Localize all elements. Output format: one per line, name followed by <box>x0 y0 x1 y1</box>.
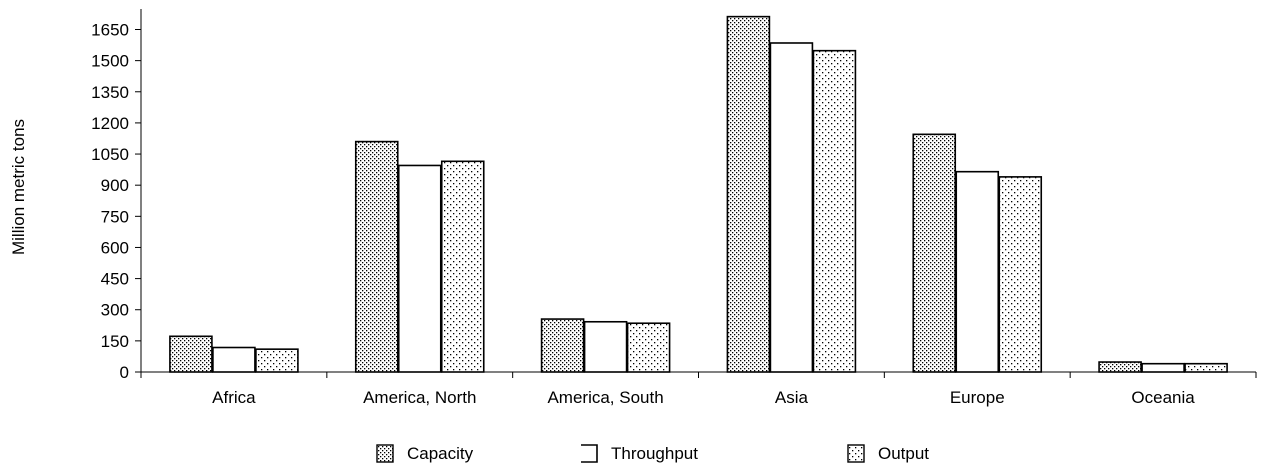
bar-output-europe <box>998 176 1043 373</box>
bar-capacity-asia <box>726 15 771 373</box>
bar-throughput-asia <box>769 42 814 373</box>
bar-throughput-africa <box>212 346 256 373</box>
y-tick-label: 600 <box>101 238 129 257</box>
legend-label-output: Output <box>878 444 929 463</box>
bar-capacity-america-south <box>540 318 585 373</box>
y-tick-label: 1050 <box>91 145 129 164</box>
y-tick-label: 150 <box>101 332 129 351</box>
bar-output-africa <box>255 348 299 373</box>
y-tick-label: 1350 <box>91 83 129 102</box>
bar-output-oceania <box>1184 362 1228 373</box>
y-tick-label: 450 <box>101 270 129 289</box>
bar-capacity-america-north <box>354 140 399 373</box>
bar-throughput-america-north <box>397 164 442 373</box>
x-tick-label: Asia <box>775 388 809 407</box>
legend-label-throughput: Throughput <box>611 444 698 463</box>
y-tick-label: 1650 <box>91 21 129 40</box>
y-tick-label: 0 <box>120 363 129 382</box>
legend-swatch-throughput <box>581 444 598 463</box>
bar-throughput-america-south <box>583 320 628 373</box>
bar-output-america-south <box>626 322 671 373</box>
legend-swatch-capacity <box>376 444 394 463</box>
y-tick-label: 900 <box>101 176 129 195</box>
bar-throughput-europe <box>955 170 1000 373</box>
y-tick-label: 1200 <box>91 114 129 133</box>
bar-capacity-europe <box>912 133 957 373</box>
y-axis-title: Million metric tons <box>9 119 28 255</box>
x-tick-label: Oceania <box>1131 388 1195 407</box>
plot-area: 0 150 300 450 600 750 900 1050 1200 1350 1500 1650 A… <box>91 9 1257 407</box>
bar-output-america-north <box>440 160 485 373</box>
x-tick-label: Africa <box>212 388 256 407</box>
legend-swatch-output <box>847 444 865 463</box>
y-tick-label: 300 <box>101 301 129 320</box>
bar-capacity-oceania <box>1098 361 1142 373</box>
bar-capacity-africa <box>169 335 213 373</box>
bar-throughput-oceania <box>1141 362 1185 373</box>
legend-label-capacity: Capacity <box>407 444 474 463</box>
y-tick-label: 750 <box>101 207 129 226</box>
x-tick-label: America, North <box>363 388 476 407</box>
x-tick-label: Europe <box>950 388 1005 407</box>
bar-output-asia <box>812 49 857 373</box>
y-axis-title-group: Million metric tons <box>9 119 28 255</box>
y-tick-label: 1500 <box>91 52 129 71</box>
x-tick-label: America, South <box>547 388 663 407</box>
legend: Capacity Throughput Output <box>376 444 929 463</box>
